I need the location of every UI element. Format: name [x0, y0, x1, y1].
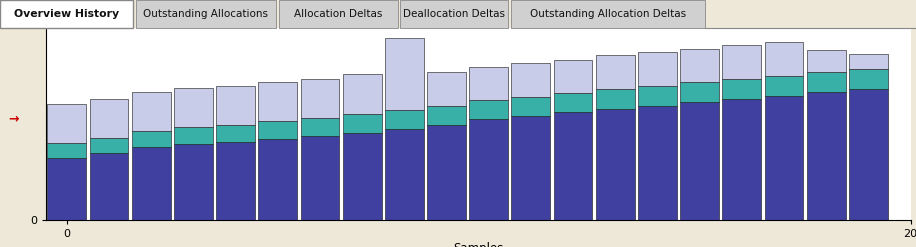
Bar	[343, 133, 382, 220]
Bar	[427, 72, 466, 106]
Bar	[427, 125, 466, 220]
Bar	[427, 106, 466, 125]
Bar	[216, 142, 255, 220]
Bar	[807, 50, 845, 72]
Bar	[258, 139, 297, 220]
Bar	[595, 109, 635, 220]
Bar	[681, 82, 719, 103]
Bar	[807, 92, 845, 220]
Text: Overview History: Overview History	[14, 9, 119, 19]
Bar	[595, 55, 635, 89]
Bar	[638, 106, 677, 220]
Text: Outstanding Allocation Deltas: Outstanding Allocation Deltas	[530, 9, 686, 19]
Bar	[132, 92, 170, 131]
Bar	[849, 54, 888, 69]
Bar	[765, 96, 803, 220]
Bar	[681, 49, 719, 82]
Bar	[638, 52, 677, 86]
Bar	[765, 42, 803, 76]
Bar	[385, 129, 424, 220]
Bar	[48, 158, 86, 220]
Bar	[385, 38, 424, 110]
Bar	[511, 63, 551, 97]
Bar	[258, 122, 297, 139]
Bar	[469, 100, 508, 119]
Bar	[849, 69, 888, 89]
Text: Allocation Deltas: Allocation Deltas	[294, 9, 383, 19]
Bar	[216, 125, 255, 142]
Bar	[258, 82, 297, 122]
Bar	[553, 60, 593, 93]
Bar	[174, 127, 213, 144]
Bar	[553, 93, 593, 112]
Bar	[511, 116, 551, 220]
Bar	[300, 79, 339, 118]
Bar	[849, 89, 888, 220]
Bar	[216, 86, 255, 125]
Bar	[300, 118, 339, 136]
Bar	[469, 67, 508, 100]
Text: Outstanding Allocations: Outstanding Allocations	[143, 9, 268, 19]
Bar	[807, 72, 845, 92]
Bar	[132, 131, 170, 147]
Bar	[132, 147, 170, 220]
Bar	[638, 86, 677, 106]
Bar	[511, 97, 551, 116]
Bar	[723, 79, 761, 99]
Bar	[469, 119, 508, 220]
Bar	[723, 99, 761, 220]
Bar	[174, 88, 213, 127]
Bar	[90, 138, 128, 153]
Bar	[48, 143, 86, 158]
Bar	[343, 74, 382, 114]
Bar	[681, 103, 719, 220]
Bar	[174, 144, 213, 220]
Bar	[90, 153, 128, 220]
Bar	[765, 76, 803, 96]
Bar	[723, 45, 761, 79]
Text: Deallocation Deltas: Deallocation Deltas	[403, 9, 506, 19]
Bar	[385, 110, 424, 129]
Bar	[595, 89, 635, 109]
Bar	[90, 99, 128, 138]
Bar	[553, 112, 593, 220]
Bar	[48, 103, 86, 143]
X-axis label: Samples: Samples	[453, 242, 503, 247]
Bar	[300, 136, 339, 220]
Text: →: →	[8, 112, 19, 125]
Bar	[343, 114, 382, 133]
